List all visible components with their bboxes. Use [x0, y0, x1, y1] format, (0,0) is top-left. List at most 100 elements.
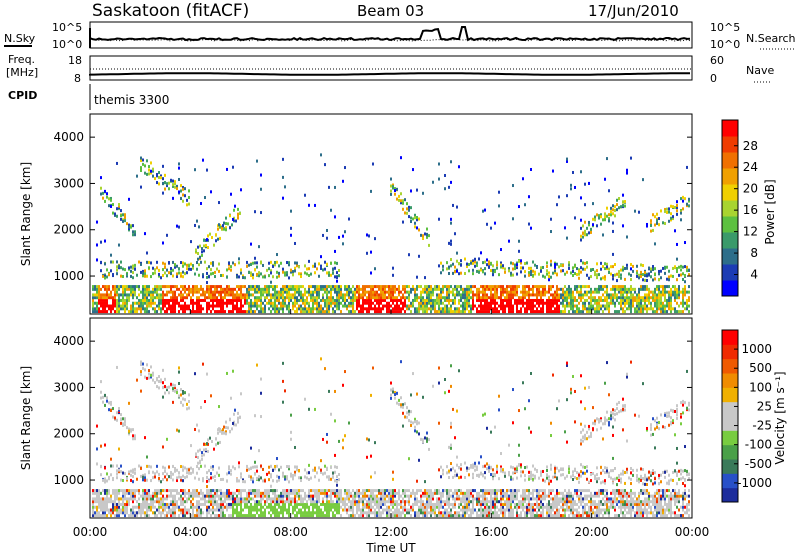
power-cell	[192, 285, 194, 289]
power-cell	[628, 290, 630, 294]
power-cell	[336, 290, 338, 294]
velocity-cell	[312, 514, 314, 518]
power-cell	[542, 274, 544, 278]
velocity-cell	[110, 494, 112, 498]
power-cell	[426, 307, 428, 311]
power-cell	[108, 197, 110, 201]
power-cell	[122, 287, 124, 291]
power-cell	[356, 296, 358, 300]
power-cell	[510, 298, 512, 302]
power-cell	[450, 298, 452, 302]
power-cell	[398, 293, 400, 297]
velocity-cell	[310, 500, 312, 504]
power-cell	[416, 226, 418, 230]
power-cell	[374, 310, 376, 314]
power-cell	[232, 293, 234, 297]
power-cell	[640, 287, 642, 291]
power-cell	[678, 304, 680, 308]
power-cell	[480, 301, 482, 305]
power-cell	[468, 263, 470, 267]
power-cell	[152, 290, 154, 294]
velocity-cell	[254, 505, 256, 509]
velocity-cell	[352, 511, 354, 515]
power-cell	[144, 307, 146, 311]
velocity-cell	[182, 491, 184, 495]
power-cell	[288, 261, 290, 265]
power-cell	[176, 296, 178, 300]
velocity-cell	[342, 502, 344, 506]
power-cell	[150, 296, 152, 300]
velocity-cell	[376, 511, 378, 515]
velocity-cell	[370, 489, 372, 493]
power-cell	[438, 298, 440, 302]
power-cell	[122, 267, 124, 271]
power-cell	[172, 304, 174, 308]
velocity-cell	[362, 497, 364, 501]
power-cell	[358, 310, 360, 314]
power-cell	[290, 293, 292, 297]
power-cell	[638, 273, 640, 277]
velocity-cell	[386, 511, 388, 515]
power-cell	[382, 304, 384, 308]
velocity-cell	[446, 514, 448, 518]
velocity-cell	[210, 500, 212, 504]
power-cell	[492, 273, 494, 277]
velocity-cell	[234, 502, 236, 506]
power-cell	[134, 287, 136, 291]
power-cell	[338, 287, 340, 291]
velocity-cell	[236, 511, 238, 515]
power-cell	[256, 272, 258, 276]
velocity-cell	[208, 491, 210, 495]
power-cell	[478, 257, 480, 261]
velocity-cell	[370, 494, 372, 498]
power-cell	[344, 298, 346, 302]
power-ylabel: Slant Range [km]	[19, 162, 33, 266]
power-cell	[292, 293, 294, 297]
power-cell	[668, 304, 670, 308]
ytick-label: 3000	[53, 176, 84, 190]
power-cell	[596, 310, 598, 314]
velocity-cell	[422, 502, 424, 506]
velocity-cell	[490, 494, 492, 498]
power-cell	[268, 261, 270, 265]
power-cell	[188, 293, 190, 297]
power-cell	[568, 290, 570, 294]
power-cell	[488, 260, 490, 264]
power-cell	[370, 307, 372, 311]
power-cell	[522, 304, 524, 308]
power-cell	[582, 293, 584, 297]
power-cell	[304, 307, 306, 311]
power-cell	[520, 290, 522, 294]
velocity-cell	[332, 491, 334, 495]
power-cell	[282, 196, 284, 200]
velocity-cell	[274, 489, 276, 493]
velocity-cell	[356, 494, 358, 498]
velocity-cell	[104, 514, 106, 518]
power-cell	[358, 304, 360, 308]
power-cell	[432, 293, 434, 297]
velocity-cell	[248, 497, 250, 501]
power-cell	[202, 307, 204, 311]
power-cell	[684, 287, 686, 291]
velocity-cell	[172, 497, 174, 501]
power-cell	[518, 310, 520, 314]
power-cell	[572, 170, 574, 174]
power-cell	[196, 310, 198, 314]
power-cell	[328, 301, 330, 305]
power-cell	[352, 293, 354, 297]
power-cell	[96, 304, 98, 308]
velocity-cell	[204, 502, 206, 506]
power-cell	[240, 290, 242, 294]
velocity-cell	[240, 508, 242, 512]
power-cell	[386, 301, 388, 305]
power-cell	[670, 274, 672, 278]
power-cell	[152, 167, 154, 171]
velocity-cell	[234, 508, 236, 512]
velocity-cell	[144, 502, 146, 506]
power-cell	[494, 307, 496, 311]
velocity-cell	[244, 500, 246, 504]
power-cell	[598, 290, 600, 294]
power-cell	[229, 226, 231, 230]
velocity-cell	[420, 500, 422, 504]
power-cell	[422, 304, 424, 308]
